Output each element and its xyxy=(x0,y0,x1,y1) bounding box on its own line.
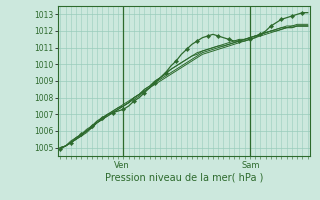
Text: Sam: Sam xyxy=(242,160,260,170)
X-axis label: Pression niveau de la mer( hPa ): Pression niveau de la mer( hPa ) xyxy=(105,173,263,183)
Text: Ven: Ven xyxy=(114,160,130,170)
